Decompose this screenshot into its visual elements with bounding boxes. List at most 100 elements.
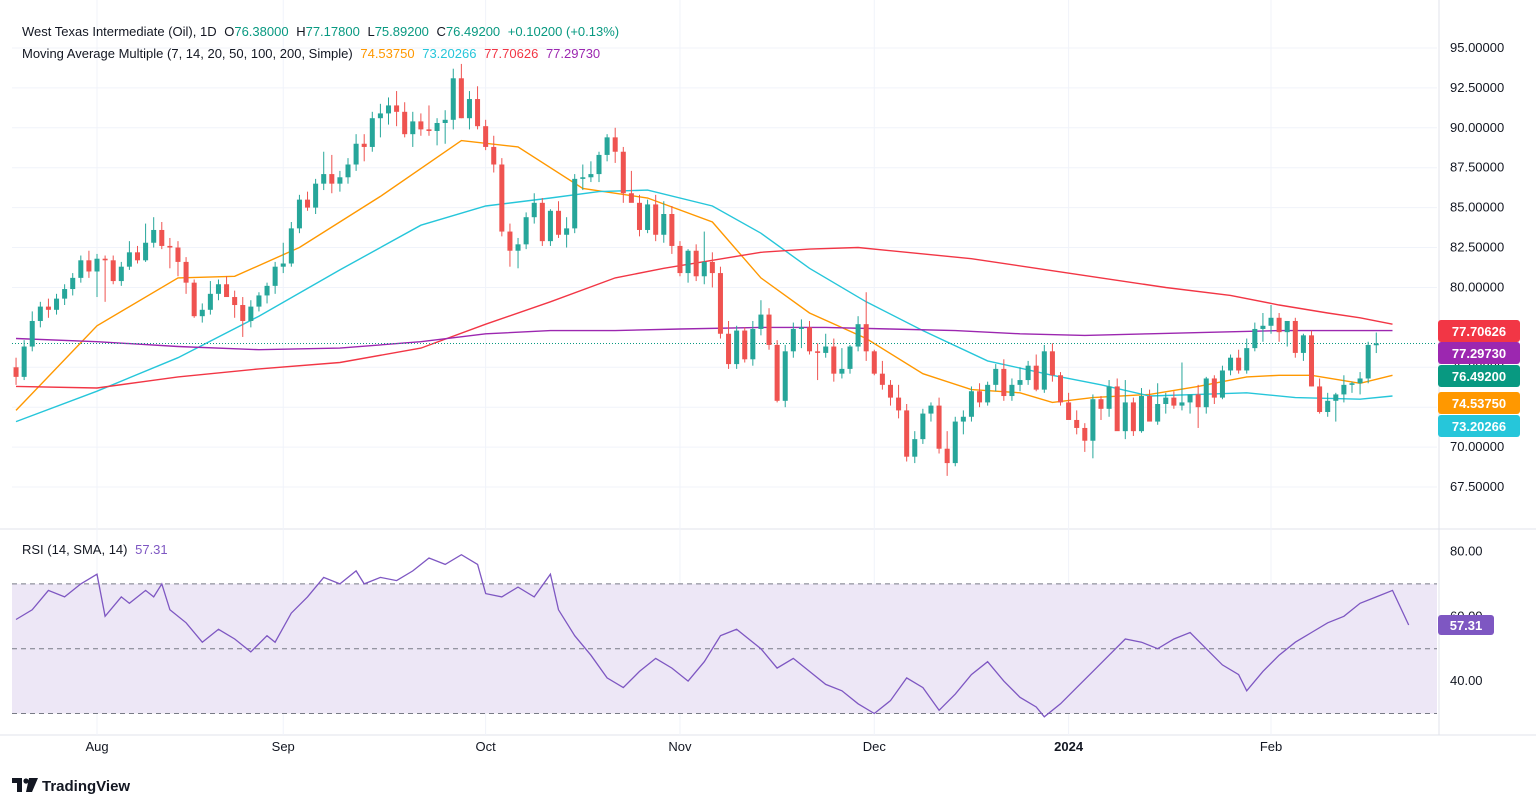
candle-body <box>1203 378 1209 408</box>
candle-body <box>1114 386 1120 432</box>
candle-body <box>1090 399 1096 441</box>
candle <box>215 279 221 301</box>
candle <box>556 201 562 238</box>
candle <box>1236 349 1242 374</box>
candle-body <box>272 266 278 286</box>
price-tick-label: 87.50000 <box>1450 160 1504 175</box>
candle <box>580 164 586 191</box>
candle <box>337 170 343 192</box>
moving-average-line <box>15 326 1393 351</box>
candle-body <box>782 351 788 401</box>
candle-body <box>377 113 383 119</box>
candle <box>993 364 999 392</box>
candle-body <box>240 305 246 321</box>
candle-body <box>539 202 545 242</box>
candle <box>952 416 958 467</box>
candle-body <box>1009 384 1015 397</box>
candle-body <box>839 368 845 374</box>
candle <box>1057 372 1064 406</box>
candle-body <box>1211 378 1217 398</box>
candle-body <box>86 260 92 272</box>
candle-body <box>523 217 529 245</box>
candle <box>960 410 966 435</box>
price-badge: 73.20266 <box>1438 415 1520 437</box>
price-legend: West Texas Intermediate (Oil), 1D O76.38… <box>22 24 623 40</box>
candle <box>102 255 108 302</box>
candle-body <box>78 260 84 278</box>
candle <box>1341 375 1347 403</box>
moving-average-line <box>15 189 1393 423</box>
candle <box>1098 396 1104 420</box>
candle <box>912 431 918 464</box>
candle <box>345 158 351 184</box>
candle-body <box>1317 386 1323 412</box>
candle <box>183 257 189 294</box>
candle-body <box>232 297 238 306</box>
candle-body <box>1268 317 1274 326</box>
candle-body <box>1333 394 1339 401</box>
candle <box>539 198 545 246</box>
candle-body <box>944 448 950 464</box>
candle <box>944 431 950 476</box>
candle <box>305 191 311 211</box>
candle <box>896 384 902 419</box>
candle <box>985 381 991 406</box>
candle <box>815 343 821 381</box>
candle <box>531 193 537 224</box>
candle-body <box>345 164 351 178</box>
candle <box>175 241 181 277</box>
candle-body <box>774 344 780 401</box>
candle <box>321 151 327 191</box>
candle <box>758 300 764 336</box>
tradingview-logo[interactable]: TradingView <box>12 778 130 795</box>
candle-body <box>653 204 659 235</box>
rsi-legend: RSI (14, SMA, 14) 57.31 <box>22 542 172 558</box>
rsi-value: 57.31 <box>135 542 168 557</box>
candle <box>596 151 602 183</box>
candle-body <box>1341 384 1347 395</box>
candle <box>709 252 715 288</box>
ma-value-14: 73.20266 <box>422 46 477 61</box>
candle-body <box>742 330 748 360</box>
candle-body <box>483 126 489 147</box>
candle-body <box>353 143 359 165</box>
candle <box>475 86 481 130</box>
price-badge-label: 73.20266 <box>1452 419 1506 434</box>
high-label: H <box>296 24 306 39</box>
price-tick-label: 67.50000 <box>1450 479 1504 494</box>
candle-body <box>1373 343 1379 346</box>
candle-body <box>928 405 934 414</box>
candle-body <box>636 202 642 230</box>
candle <box>1155 383 1161 425</box>
candle-body <box>385 105 392 114</box>
candle-body <box>1001 368 1007 397</box>
candle-body <box>450 78 456 120</box>
candle <box>280 242 286 274</box>
rsi-title: RSI (14, SMA, 14) <box>22 542 128 557</box>
x-tick-label: Dec <box>863 739 887 754</box>
candle-body <box>329 174 335 184</box>
candle <box>766 308 772 350</box>
candle <box>790 322 796 358</box>
candle <box>693 244 699 282</box>
candle-body <box>701 261 707 277</box>
candle-body <box>361 143 367 147</box>
candle-body <box>402 111 408 135</box>
candle-body <box>709 261 715 274</box>
candle <box>1317 378 1323 414</box>
candle <box>547 209 553 246</box>
candle-body <box>1252 328 1258 349</box>
candle-body <box>215 284 221 294</box>
candle-body <box>102 258 108 261</box>
candle <box>1365 341 1371 384</box>
candle-body <box>887 384 893 398</box>
candle-body <box>1163 397 1169 405</box>
candle-body <box>1066 402 1072 420</box>
candle <box>685 249 691 283</box>
candle-body <box>248 306 254 321</box>
candle <box>782 344 788 408</box>
candle <box>402 102 408 138</box>
candle <box>928 402 934 422</box>
price-tick-label: 90.00000 <box>1450 120 1504 135</box>
